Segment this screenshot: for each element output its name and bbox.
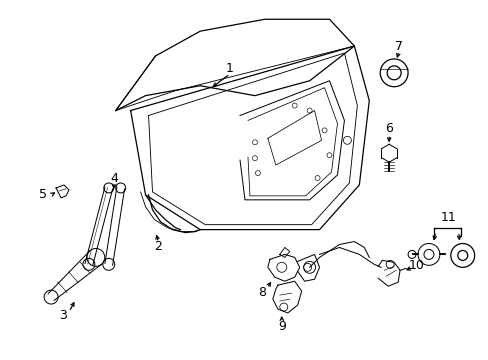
Text: 2: 2 [154, 240, 162, 253]
Text: 7: 7 [394, 40, 402, 53]
Text: 6: 6 [385, 122, 392, 135]
Text: 4: 4 [111, 171, 119, 185]
Text: 10: 10 [408, 259, 424, 272]
Text: 3: 3 [59, 310, 67, 323]
Text: 9: 9 [277, 320, 285, 333]
Text: 11: 11 [440, 211, 456, 224]
Text: 5: 5 [39, 188, 47, 201]
Text: 1: 1 [225, 62, 234, 75]
Text: 8: 8 [257, 285, 265, 299]
